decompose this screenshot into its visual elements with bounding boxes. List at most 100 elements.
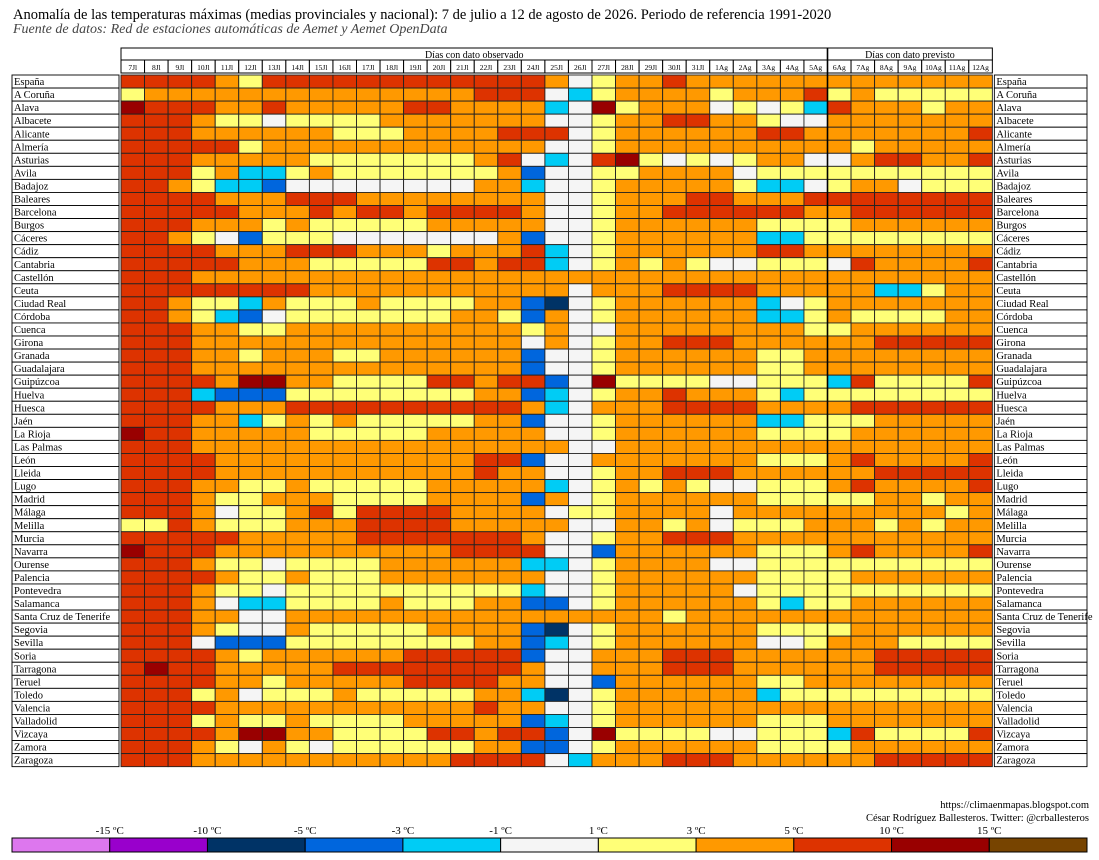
row-label-right: Ourense: [996, 560, 1031, 571]
heatmap-cell: [473, 492, 499, 507]
heatmap-cell: [968, 531, 993, 546]
heatmap-cell: [144, 700, 169, 715]
heatmap-cell: [709, 687, 734, 702]
heatmap-cell: [756, 439, 781, 454]
heatmap-cell: [379, 609, 405, 624]
heatmap-cell: [756, 466, 781, 481]
heatmap-cell: [497, 479, 522, 494]
heatmap-cell: [638, 609, 664, 624]
heatmap-cell: [568, 596, 593, 611]
heatmap-cell: [261, 309, 287, 324]
heatmap-cell: [214, 113, 240, 128]
heatmap-cell: [591, 361, 616, 376]
heatmap-cell: [191, 609, 216, 624]
heatmap-cell: [120, 740, 145, 755]
heatmap-cell: [732, 413, 758, 428]
heatmap-cell: [591, 296, 616, 311]
heatmap-cell: [897, 400, 923, 415]
column-header-cell: [968, 59, 993, 74]
heatmap-cell: [520, 100, 546, 115]
heatmap-cell: [403, 270, 428, 285]
heatmap-cell: [921, 596, 946, 611]
heatmap-cell: [238, 74, 263, 89]
heatmap-cell: [403, 570, 428, 585]
heatmap-cell: [638, 740, 664, 755]
credit-url: https://climaenmapas.blogspot.com: [940, 800, 1089, 811]
heatmap-cell: [921, 139, 946, 154]
heatmap-cell: [356, 113, 381, 128]
heatmap-cell: [709, 387, 734, 402]
heatmap-cell: [403, 413, 428, 428]
heatmap-cell: [261, 374, 287, 389]
heatmap-cell: [144, 335, 169, 350]
heatmap-cell: [308, 609, 334, 624]
heatmap-cell: [544, 661, 569, 676]
heatmap-cell: [497, 309, 522, 324]
heatmap-cell: [544, 322, 569, 337]
heatmap-cell: [662, 531, 687, 546]
heatmap-cell: [191, 296, 216, 311]
heatmap-cell: [332, 740, 357, 755]
heatmap-cell: [497, 218, 522, 233]
heatmap-cell: [214, 609, 240, 624]
heatmap-cell: [473, 609, 499, 624]
heatmap-cell: [662, 727, 687, 742]
heatmap-cell: [874, 479, 899, 494]
heatmap-cell: [144, 753, 169, 768]
heatmap-cell: [968, 374, 993, 389]
heatmap-cell: [285, 191, 310, 206]
legend-swatch: [206, 837, 306, 853]
heatmap-cell: [544, 139, 569, 154]
heatmap-cell: [897, 622, 923, 637]
heatmap-cell: [497, 466, 522, 481]
heatmap-cell: [874, 505, 899, 520]
heatmap-cell: [803, 453, 828, 467]
heatmap-cell: [167, 518, 193, 533]
heatmap-cell: [568, 439, 593, 454]
heatmap-cell: [144, 270, 169, 285]
heatmap-cell: [144, 518, 169, 533]
heatmap-cell: [944, 257, 970, 272]
heatmap-cell: [568, 283, 593, 298]
heatmap-cell: [921, 661, 946, 676]
heatmap-cell: [732, 453, 758, 467]
heatmap-cell: [214, 413, 240, 428]
heatmap-cell: [685, 700, 711, 715]
heatmap-cell: [897, 257, 923, 272]
heatmap-cell: [238, 191, 263, 206]
heatmap-cell: [332, 426, 357, 441]
heatmap-cell: [356, 661, 381, 676]
heatmap-cell: [356, 283, 381, 298]
heatmap-cell: [827, 753, 852, 768]
row-label-left: Pontevedra: [14, 586, 62, 597]
heatmap-cell: [261, 700, 287, 715]
heatmap-cell: [662, 622, 687, 637]
heatmap-cell: [591, 453, 616, 467]
heatmap-cell: [921, 518, 946, 533]
heatmap-cell: [921, 113, 946, 128]
heatmap-cell: [426, 139, 452, 154]
heatmap-cell: [261, 296, 287, 311]
heatmap-cell: [191, 374, 216, 389]
heatmap-cell: [332, 400, 357, 415]
heatmap-cell: [450, 714, 475, 728]
row-label-left: Alicante: [14, 129, 50, 140]
row-label-left: Melilla: [14, 521, 45, 532]
column-label: 15Jl: [315, 63, 328, 72]
heatmap-cell: [544, 753, 569, 768]
heatmap-cell: [638, 583, 664, 598]
heatmap-cell: [874, 74, 899, 89]
heatmap-cell: [520, 531, 546, 546]
heatmap-cell: [779, 139, 805, 154]
heatmap-cell: [120, 322, 145, 337]
column-label: 28Jl: [621, 63, 634, 72]
heatmap-cell: [615, 244, 640, 259]
heatmap-cell: [803, 387, 828, 402]
heatmap-cell: [803, 648, 828, 663]
heatmap-cell: [897, 570, 923, 585]
heatmap-cell: [308, 205, 334, 220]
heatmap-cell: [615, 257, 640, 272]
heatmap-cell: [709, 361, 734, 376]
heatmap-cell: [167, 335, 193, 350]
heatmap-cell: [379, 426, 405, 441]
